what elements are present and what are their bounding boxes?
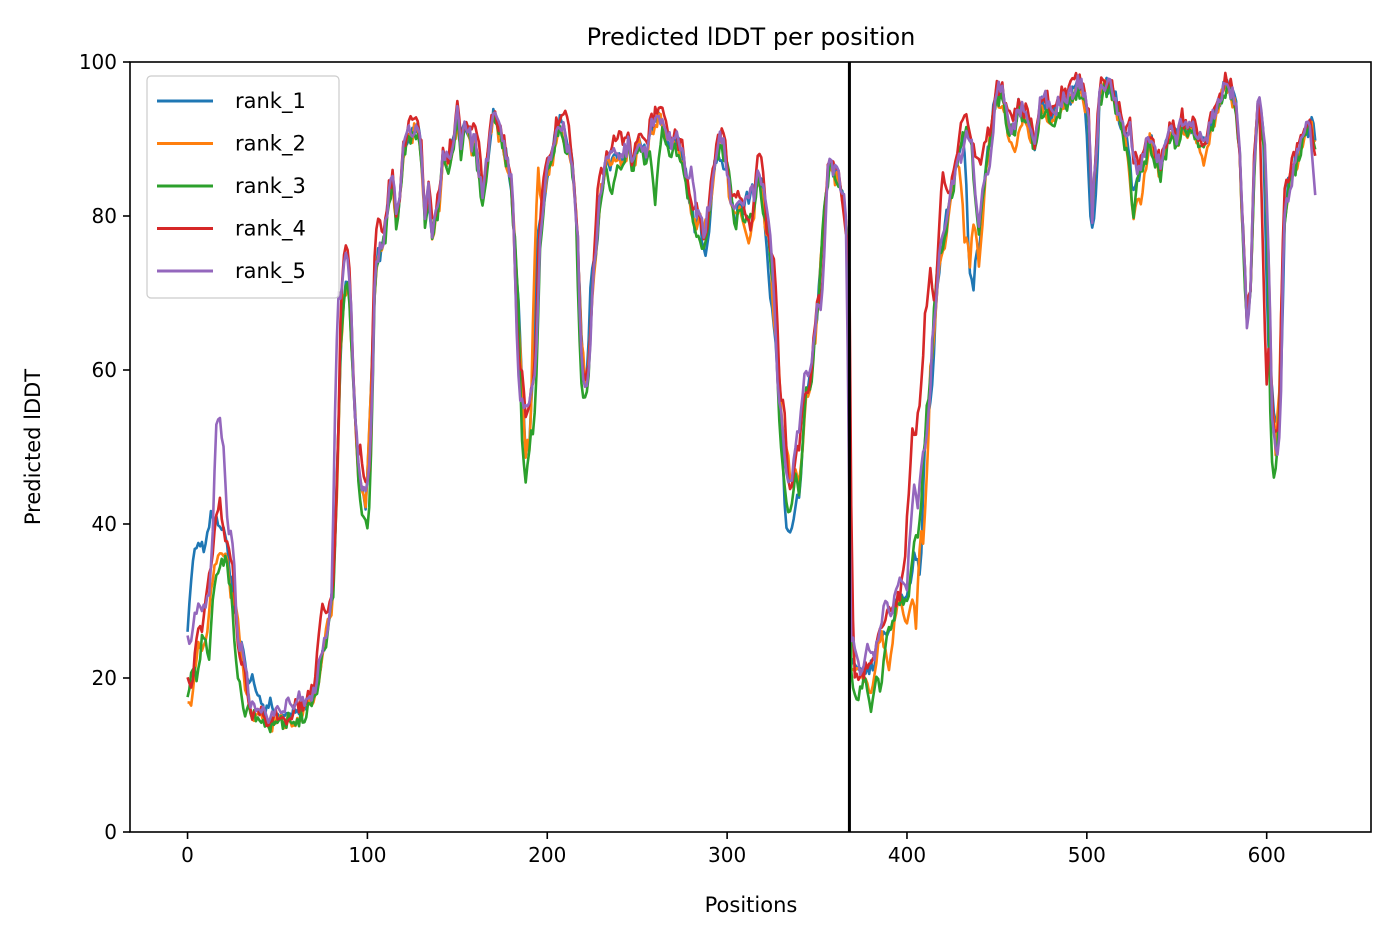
chart-title: Predicted lDDT per position (587, 23, 916, 51)
legend-label-rank_5: rank_5 (235, 259, 306, 284)
series-line-rank_3 (186, 80, 1317, 734)
legend-label-rank_3: rank_3 (235, 174, 306, 199)
y-tick-label: 40 (92, 512, 117, 536)
y-tick-label: 80 (92, 204, 117, 228)
x-tick-label: 300 (708, 843, 746, 867)
y-axis-label: Predicted lDDT (21, 369, 45, 525)
series-line-rank_4 (186, 71, 1317, 728)
series-line-rank_5 (186, 74, 1317, 725)
series-line-rank_2 (187, 77, 1317, 733)
legend-box (146, 75, 340, 299)
x-tick-label: 200 (528, 843, 566, 867)
y-axis: 0 20 40 60 80 100 (79, 50, 130, 844)
legend-label-rank_1: rank_1 (235, 89, 306, 114)
series-line-rank_1 (186, 76, 1317, 720)
plot-frame (129, 61, 1372, 833)
x-axis: 0 100 200 300 400 500 600 (181, 832, 1286, 867)
x-tick-label: 100 (348, 843, 386, 867)
y-tick-label: 20 (92, 666, 117, 690)
y-tick-label: 0 (104, 820, 117, 844)
x-tick-label: 400 (888, 843, 926, 867)
y-tick-label: 100 (79, 50, 117, 74)
x-tick-label: 500 (1068, 843, 1106, 867)
x-tick-label: 600 (1248, 843, 1286, 867)
legend-label-rank_4: rank_4 (235, 217, 306, 242)
y-tick-label: 60 (92, 358, 117, 382)
plot-area (186, 71, 1317, 734)
legend-label-rank_2: rank_2 (235, 132, 306, 157)
x-tick-label: 0 (181, 843, 194, 867)
legend: rank_1 rank_2 rank_3 rank_4 rank_5 (146, 75, 340, 299)
x-axis-label: Positions (705, 893, 798, 917)
